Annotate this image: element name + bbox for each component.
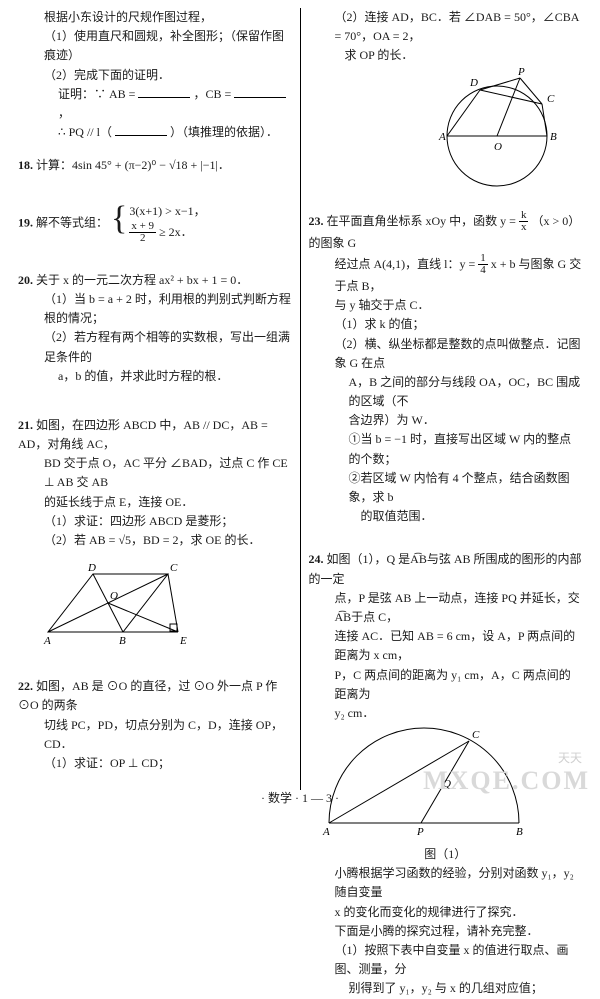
proof-mid: ，CB =	[193, 87, 231, 101]
proof-tail: ，	[58, 106, 70, 120]
svg-text:P: P	[517, 66, 525, 78]
svg-text:D: D	[469, 77, 478, 89]
blank-reason	[115, 125, 167, 136]
q20: 20. 关于 x 的一元二次方程 ax² + bx + 1 = 0． （1）当 …	[18, 271, 292, 386]
blank-ab	[138, 87, 190, 98]
q21-l2: BD 交于点 O，AC 平分 ∠BAD，过点 C 作 CE ⊥ AB 交 AB	[18, 454, 292, 492]
q19-row1: 3(x+1) > x−1，	[129, 202, 205, 221]
svg-text:P: P	[416, 826, 424, 838]
q24-t2: x 的变化而变化的规律进行了探究．	[309, 903, 583, 922]
proof-conc-suffix: ）（填推理的依据）．	[170, 125, 278, 139]
q23: 23. 在平面直角坐标系 xOy 中，函数 y = kx （x > 0）的图象 …	[309, 210, 583, 527]
q22-l2: 切线 PC，PD，切点分别为 C，D，连接 OP，CD．	[18, 716, 292, 754]
q17-proof-line2: ∴ PQ // l（ ）（填推理的依据）．	[18, 123, 292, 142]
q20-lead: 关于 x 的一元二次方程 ax² + bx + 1 = 0．	[36, 273, 248, 287]
q24-l5: y₂ cm．	[309, 704, 583, 723]
q21-p2: （2）若 AB = √5，BD = 2，求 OE 的长．	[18, 531, 292, 550]
q24-l4: P，C 两点间的距离为 y₁ cm，A，C 两点间的距离为	[309, 666, 583, 704]
q22-continued: （2）连接 AD，BC．若 ∠DAB = 50°，∠CBA = 70°，OA =…	[309, 8, 583, 196]
q24-l3: 连接 AC．已知 AB = 6 cm，设 A，P 两点间的距离为 x cm，	[309, 627, 583, 665]
svg-text:C: C	[547, 93, 555, 105]
lblB: B	[119, 635, 126, 647]
q24-figcap: 图（1）	[309, 845, 583, 864]
blank-cb	[234, 87, 286, 98]
q22: 22. 如图，AB 是 ⊙O 的直径，过 ⊙O 外一点 P 作 ⊙O 的两条 切…	[18, 677, 292, 773]
q22c-l1: （2）连接 AD，BC．若 ∠DAB = 50°，∠CBA = 70°，OA =…	[309, 8, 583, 46]
q20-num: 20.	[18, 273, 33, 287]
q23-p2b: A，B 之间的部分与线段 OA，OC，BC 围成的区域（不	[309, 373, 583, 411]
q23-l2a: 经过点 A(4,1)，直线 l：y =	[335, 257, 476, 271]
q21-p1: （1）求证：四边形 ABCD 是菱形；	[18, 512, 292, 531]
column-divider	[300, 8, 301, 790]
q18-text: 计算：4sin 45° + (π−2)⁰ − √18 + |−1|．	[36, 158, 230, 172]
q17-line3: （2）完成下面的证明．	[18, 66, 292, 85]
footer-text: 数学 · 1 — 3	[268, 791, 332, 805]
lblA: A	[43, 635, 51, 647]
q24: 24. 如图（1），Q 是A͡B与弦 AB 所围成的图形的内部的一定 点，P 是…	[309, 550, 583, 998]
proof-prefix: 证明：∵ AB =	[58, 87, 135, 101]
svg-text:C: C	[472, 729, 480, 741]
q23-l3: 与 y 轴交于点 C．	[309, 296, 583, 315]
q19-row2: x + 92 ≥ 2x．	[129, 221, 205, 245]
svg-text:B: B	[516, 826, 523, 838]
q23-p1: （1）求 k 的值；	[309, 315, 583, 334]
q20-p1: （1）当 b = a + 2 时，利用根的判别式判断方程根的情况；	[18, 290, 292, 328]
lblE: E	[179, 635, 187, 647]
proof-conc-prefix: ∴ PQ // l（	[58, 125, 112, 139]
svg-text:O: O	[494, 141, 502, 153]
q17-line1: 根据小东设计的尺规作图过程，	[18, 8, 292, 27]
brace-icon: {	[111, 202, 129, 245]
q21-num: 21.	[18, 418, 33, 432]
q22-num: 22.	[18, 679, 33, 693]
page-footer: · 数学 · 1 — 3 ·	[0, 789, 600, 806]
q17-line2: （1）使用直尺和圆规，补全图形；（保留作图痕迹）	[18, 27, 292, 65]
q24-t5: 别得到了 y₁，y₂ 与 x 的几组对应值；	[309, 979, 583, 998]
q22-l1: 如图，AB 是 ⊙O 的直径，过 ⊙O 外一点 P 作 ⊙O 的两条	[18, 679, 277, 712]
q24-num: 24.	[309, 552, 324, 566]
q23-p22b: 的取值范围．	[309, 507, 583, 526]
q19: 19. 解不等式组： { 3(x+1) > x−1， x + 92 ≥ 2x．	[18, 202, 292, 245]
q21-l1: 如图，在四边形 ABCD 中，AB // DC，AB = AD，对角线 AC，	[18, 418, 268, 451]
q23-p2a: （2）横、纵坐标都是整数的点叫做整点．记图象 G 在点	[309, 335, 583, 373]
q22c-l2: 求 OP 的长．	[309, 46, 583, 65]
q24-t4: （1）按照下表中自变量 x 的值进行取点、画图、测量，分	[309, 941, 583, 979]
q23-f2d: 4	[478, 265, 488, 277]
q20-p2: （2）若方程有两个相等的实数根，写出一组满足条件的	[18, 328, 292, 366]
q19-label: 解不等式组：	[36, 215, 108, 229]
q24-l2: 点，P 是弦 AB 上一动点，连接 PQ 并延长，交A͡B于点 C，	[309, 589, 583, 627]
q24-t1: 小腾根据学习函数的经验，分别对函数 y₁，y₂ 随自变量	[309, 864, 583, 902]
lblO: O	[110, 590, 118, 602]
svg-text:B: B	[550, 131, 557, 143]
q21: 21. 如图，在四边形 ABCD 中，AB // DC，AB = AD，对角线 …	[18, 416, 292, 649]
q24-l1: 如图（1），Q 是A͡B与弦 AB 所围成的图形的内部的一定	[309, 552, 582, 585]
q19-num: 19.	[18, 215, 33, 229]
q24-t3: 下面是小腾的探究过程，请补充完整．	[309, 922, 583, 941]
svg-text:A: A	[438, 131, 446, 143]
q23-p22a: ②若区域 W 内恰有 4 个整点，结合函数图象，求 b	[309, 469, 583, 507]
q19-system: { 3(x+1) > x−1， x + 92 ≥ 2x．	[111, 202, 206, 245]
q19-frac-d: 2	[129, 233, 156, 245]
q19-row2-tail: ≥ 2x．	[159, 224, 193, 238]
q23-kd: x	[519, 222, 529, 234]
q17-proof-line1: 证明：∵ AB = ，CB = ，	[18, 85, 292, 123]
q23-l1a: 在平面直角坐标系 xOy 中，函数 y =	[327, 213, 516, 227]
q18-num: 18.	[18, 158, 33, 172]
q23-num: 23.	[309, 213, 324, 227]
svg-text:A: A	[322, 826, 330, 838]
lblD: D	[87, 562, 96, 574]
lblC: C	[170, 562, 178, 574]
q22c-figure: A B C D O P	[309, 66, 583, 196]
q23-p2c: 含边界）为 W．	[309, 411, 583, 430]
q21-figure: A B C D E O	[18, 554, 292, 649]
q18: 18. 计算：4sin 45° + (π−2)⁰ − √18 + |−1|．	[18, 156, 292, 175]
q23-p21: ①当 b = −1 时，直接写出区域 W 内的整点的个数；	[309, 430, 583, 468]
q21-l3: 的延长线于点 E，连接 OE．	[18, 493, 292, 512]
q20-p2b: a，b 的值，并求此时方程的根．	[18, 367, 292, 386]
q22-p1: （1）求证：OP ⊥ CD；	[18, 754, 292, 773]
